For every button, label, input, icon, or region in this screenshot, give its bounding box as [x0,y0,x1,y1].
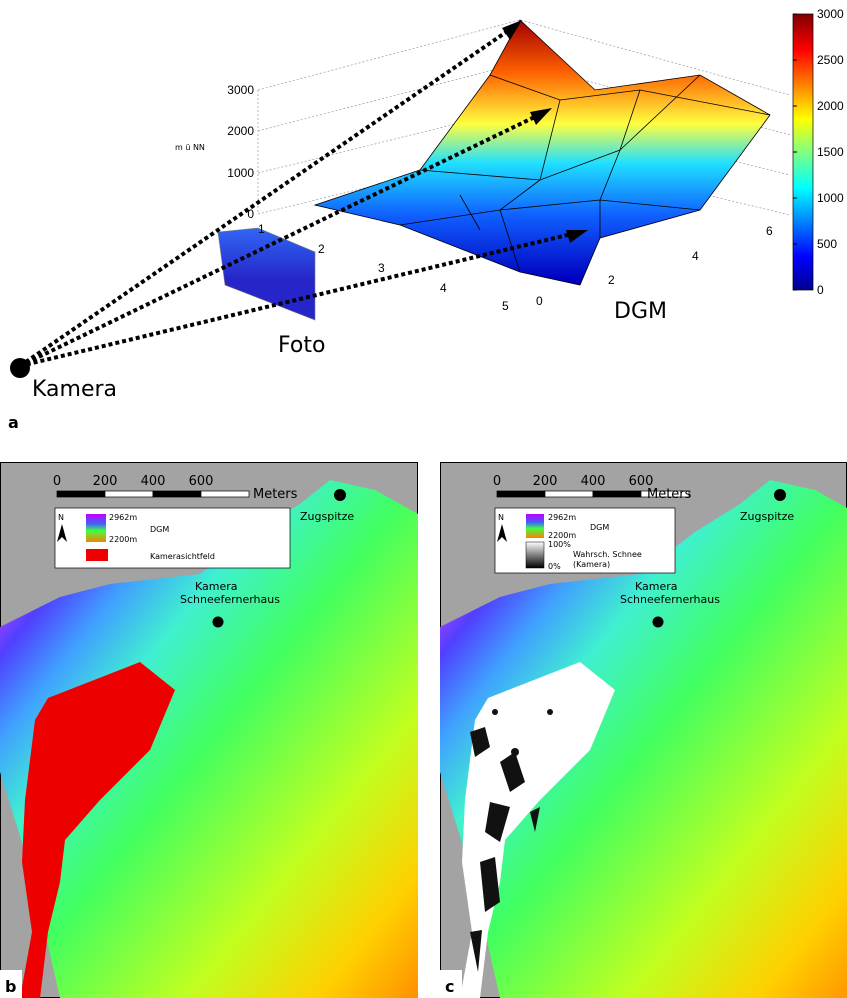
colorbar-tick-label: 1500 [817,145,844,159]
z-tick: 1000 [227,166,254,180]
legend-text: 2200m [548,531,576,540]
scale-tick-label: 0 [493,474,501,489]
station-label: Schneefernerhaus [620,593,720,606]
z-tick: 3000 [227,83,254,97]
legend-text: Kamerasichtfeld [150,552,215,561]
scale-unit: Meters [647,487,692,502]
legend-text: DGM [150,525,169,534]
scale-segment [497,491,545,497]
legend-text: DGM [590,523,609,532]
peak-dot [334,489,346,501]
scale-tick-label: 400 [581,474,606,489]
foto-tick: 3 [378,261,385,275]
legend-text: 0% [548,562,561,571]
scale-segment [105,491,153,497]
scale-tick-label: 600 [189,474,214,489]
station-dot [213,617,224,628]
foto-tick: 1 [258,222,265,236]
z-tick: 2000 [227,124,254,138]
foto-label: Foto [278,333,325,358]
scale-segment [153,491,201,497]
scale-unit: Meters [253,487,298,502]
peak-label: Zugspitze [740,510,794,523]
station-label: Kamera [195,580,238,593]
peak-label: Zugspitze [300,510,354,523]
scale-tick-label: 200 [533,474,558,489]
dgm-tick: 0 [536,294,543,308]
peak-dot [774,489,786,501]
dgm-tick: 2 [608,273,615,287]
dgm-tick: 6 [766,224,773,238]
colorbar-tick-label: 2500 [817,53,844,67]
station-label: Kamera [635,580,678,593]
scale-segment [593,491,641,497]
legend-swatch [86,514,106,542]
foto-tick: 4 [440,281,447,295]
legend-text: 2200m [109,535,137,544]
legend-swatch [86,549,108,561]
camera-dot [10,358,30,378]
panel-label: b [5,977,16,996]
legend-text: 2962m [109,513,137,522]
surface [315,20,770,285]
station-label: Schneefernerhaus [180,593,280,606]
panel-b: 0 200 400 600 Meters N 2962m 2200m DGM Kame… [0,462,418,998]
figure: 050010001500200025003000 3000 2000 1000 … [0,0,847,998]
camera-label: Kamera [32,377,117,402]
colorbar-tick-label: 500 [817,237,837,251]
legend-text: (Kamera) [573,560,610,569]
colorbar-tick-label: 1000 [817,191,844,205]
dgm-tick: 4 [692,249,699,263]
colorbar-tick-label: 3000 [817,7,844,21]
body: {"panel_a": {"label": "a", "z_axis_title… [0,0,847,998]
z-tick: 0 [247,207,254,221]
legend-text: 100% [548,540,571,549]
page: Figure html, body { margin: 0; padding: … [0,0,847,998]
foto-tick: 5 [502,299,509,313]
scale-tick-label: 400 [141,474,166,489]
legend-swatch [526,542,544,568]
legend-swatch [526,514,544,538]
panel-label: c [445,977,454,996]
colorbar-tick-label: 0 [817,283,824,297]
north: N [498,513,504,522]
legend-text: 2962m [548,513,576,522]
north: N [58,513,64,522]
scale-tick-label: 0 [53,474,61,489]
scale-segment [57,491,105,497]
foto-tick: 2 [318,242,325,256]
panel-label: a [8,413,19,432]
station-dot [653,617,664,628]
z-axis-title: m ü NN [175,143,205,152]
dgm-label: DGM [614,299,667,324]
colorbar-tick-label: 2000 [817,99,844,113]
scale-tick-label: 200 [93,474,118,489]
scale-segment [201,491,249,497]
legend-text: Wahrsch. Schnee [573,550,642,559]
scale-segment [545,491,593,497]
